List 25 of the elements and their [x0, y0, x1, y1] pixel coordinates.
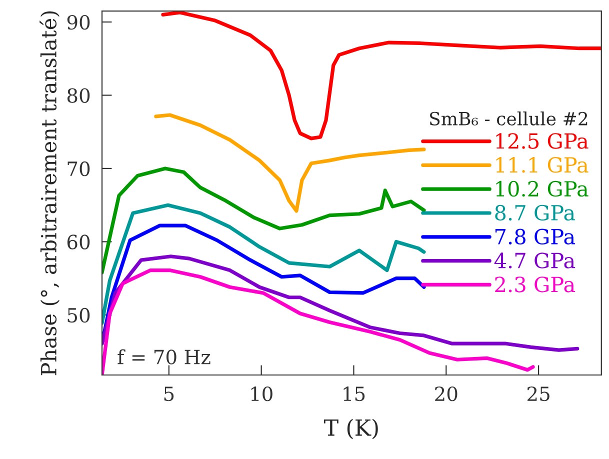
x-tick-label: 20 — [435, 386, 458, 402]
legend-label: 12.5 GPa — [496, 133, 588, 149]
legend-label: 2.3 GPa — [495, 276, 576, 292]
y-tick-label: 90 — [67, 14, 90, 30]
line-series — [102, 166, 426, 274]
x-tick-label: 5 — [164, 386, 174, 402]
x-tick-label: 25 — [527, 386, 550, 402]
y-tick-label: 80 — [67, 88, 90, 103]
line-series — [154, 113, 426, 213]
legend-label: 10.2 GPa — [496, 180, 588, 197]
legend-label: 11.1 GPa — [496, 157, 588, 173]
y-axis-title: Phase (°, arbitrairement translaté) — [40, 11, 60, 376]
legend-title: SmB₆ - cellule #2 — [430, 111, 588, 126]
legend-label: 7.8 GPa — [495, 228, 576, 244]
x-tick-label: 10 — [251, 386, 272, 402]
legend-label: 8.7 GPa — [495, 204, 576, 221]
line-series — [102, 203, 426, 325]
annotation: f = 70 Hz — [118, 349, 210, 364]
legend-label: 4.7 GPa — [494, 252, 576, 268]
y-tick-label: 70 — [68, 161, 90, 176]
y-tick-label: 50 — [68, 308, 90, 323]
x-tick-label: 15 — [344, 386, 365, 402]
line-series — [102, 268, 535, 376]
y-tick-label: 60 — [67, 234, 90, 250]
x-axis-title: T (K) — [324, 418, 378, 440]
